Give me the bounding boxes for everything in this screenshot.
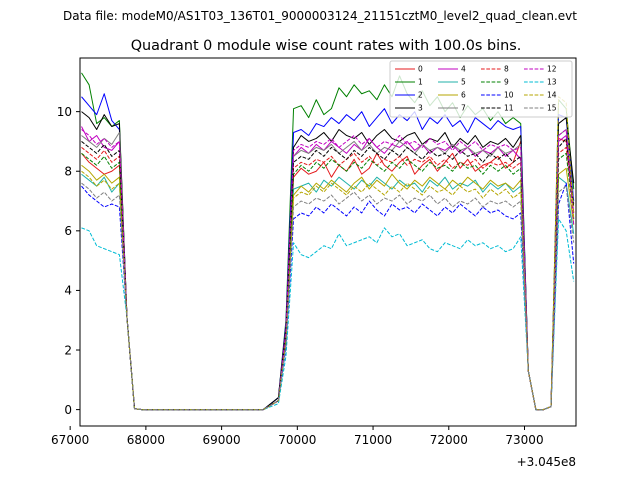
legend-label-7: 7 xyxy=(461,104,466,113)
legend-label-9: 9 xyxy=(504,78,509,87)
legend-label-10: 10 xyxy=(504,91,514,100)
chart-title: Quadrant 0 module wise count rates with … xyxy=(131,38,522,54)
legend-label-15: 15 xyxy=(547,104,557,113)
legend-label-2: 2 xyxy=(418,91,423,100)
legend-label-0: 0 xyxy=(418,65,423,74)
series-line-7 xyxy=(81,129,575,411)
y-tick-label: 8 xyxy=(64,165,72,179)
y-tick-label: 0 xyxy=(64,403,72,417)
series-line-15 xyxy=(81,182,575,411)
series-line-6 xyxy=(81,164,575,411)
series-line-13 xyxy=(81,218,575,411)
series-line-14 xyxy=(81,96,575,411)
chart-suptitle: Data file: modeM0/AS1T03_136T01_90000031… xyxy=(63,9,577,23)
series-line-2 xyxy=(81,93,575,411)
x-tick-label: 73000 xyxy=(505,433,543,447)
legend-label-5: 5 xyxy=(461,78,466,87)
series-line-5 xyxy=(81,173,575,411)
y-tick-label: 10 xyxy=(57,105,72,119)
legend-label-14: 14 xyxy=(547,91,557,100)
x-tick-label: 69000 xyxy=(203,433,241,447)
legend-label-6: 6 xyxy=(461,91,466,100)
legend-label-11: 11 xyxy=(504,104,514,113)
series-line-1 xyxy=(81,72,575,411)
plot-frame xyxy=(79,57,577,427)
legend-box xyxy=(389,60,573,118)
series-line-10 xyxy=(81,182,575,411)
series-line-3 xyxy=(81,111,575,411)
series-line-0 xyxy=(81,137,575,411)
x-offset-label: +3.045e8 xyxy=(517,455,576,469)
legend-label-13: 13 xyxy=(547,78,557,87)
y-tick-label: 6 xyxy=(64,224,72,238)
x-tick-label: 68000 xyxy=(127,433,165,447)
x-tick-label: 67000 xyxy=(51,433,89,447)
series-line-12 xyxy=(81,129,575,411)
plot-lines xyxy=(81,72,575,411)
x-tick-label: 70000 xyxy=(278,433,316,447)
legend-label-1: 1 xyxy=(418,78,423,87)
y-tick-label: 4 xyxy=(64,284,72,298)
legend-label-3: 3 xyxy=(418,104,423,113)
series-line-9 xyxy=(81,152,575,411)
series-line-8 xyxy=(81,146,575,411)
axes: 67000 68000 69000 70000 71000 72000 73000 0 2 4 6 8… xyxy=(51,57,577,447)
series-line-11 xyxy=(81,137,575,411)
legend-label-4: 4 xyxy=(461,65,466,74)
y-tick-label: 2 xyxy=(64,343,72,357)
legend-label-8: 8 xyxy=(504,65,509,74)
x-tick-label: 72000 xyxy=(430,433,468,447)
legend-label-12: 12 xyxy=(547,65,557,74)
x-tick-label: 71000 xyxy=(354,433,392,447)
